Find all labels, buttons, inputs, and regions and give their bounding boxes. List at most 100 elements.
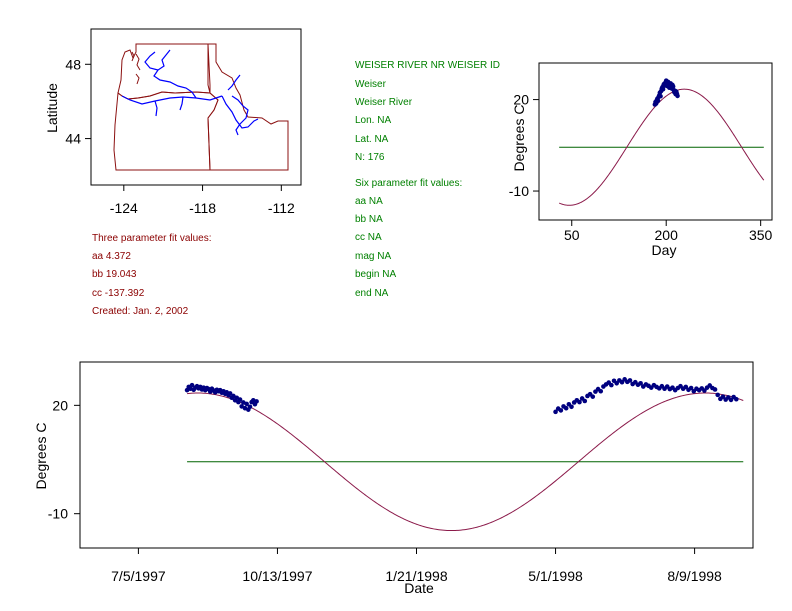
puget-sound-2	[131, 51, 135, 62]
seasonal-y-tick-label: 20	[513, 92, 529, 108]
puget-sound-3	[135, 73, 140, 85]
seasonal-x-tick-label: 50	[564, 227, 580, 243]
idaho-outline	[207, 43, 289, 171]
six-param-bb: bb NA	[355, 214, 383, 225]
snake-river-tributary	[231, 95, 249, 136]
timeseries-x-axis-label: Date	[404, 580, 434, 596]
puget-sound-islands	[131, 51, 141, 85]
seasonal-y-axis: 20 -10	[509, 92, 539, 199]
timeseries-plot-marks	[184, 377, 744, 532]
map-x-tick-label: -124	[110, 200, 138, 216]
map-y-tick-label: 48	[65, 56, 81, 72]
timeseries-observed-point	[614, 381, 619, 386]
seasonal-x-axis-label: Day	[652, 242, 677, 258]
timeseries-observed-point	[720, 394, 726, 399]
timeseries-observed-point	[577, 399, 582, 405]
timeseries-observed-point	[712, 387, 718, 392]
six-param-mag: mag NA	[355, 251, 391, 262]
timeseries-observed-point	[553, 409, 558, 415]
map-y-axis-label: Latitude	[44, 83, 60, 133]
seasonal-observed-point	[670, 84, 676, 89]
station-lon: Lon. NA	[355, 115, 391, 126]
seasonal-fit-curve	[558, 88, 765, 206]
timeseries-observed-point	[619, 379, 625, 385]
timeseries-observed-point	[254, 399, 259, 404]
timeseries-observed-point	[734, 396, 739, 402]
timeseries-observed-point	[715, 392, 721, 398]
timeseries-observed-point	[609, 382, 614, 388]
seasonal-x-tick-label: 350	[749, 227, 773, 243]
station-n: N: 176	[355, 152, 385, 163]
timeseries-y-tick-label: 20	[52, 397, 68, 413]
columbia-river	[121, 95, 223, 105]
station-info: WEISER RIVER NR WEISER ID Weiser Weiser …	[355, 60, 500, 299]
timeseries-x-tick-label: 5/1/1998	[528, 568, 583, 584]
three-param-aa: aa 4.372	[92, 251, 131, 262]
timeseries-observed-point	[244, 401, 249, 407]
timeseries-observed-point	[237, 397, 243, 402]
snake-river	[221, 95, 259, 129]
six-param-aa: aa NA	[355, 196, 383, 207]
three-param-cc: cc -137.392	[92, 288, 145, 299]
timeseries-y-axis: 20 -10	[48, 397, 80, 522]
six-param-heading: Six parameter fit values:	[355, 178, 462, 189]
timeseries-observed-point	[627, 378, 633, 383]
weiser-river	[227, 74, 241, 91]
columbia-upper-branch	[144, 51, 159, 71]
timeseries-observed-point	[189, 382, 195, 388]
station-lat: Lat. NA	[355, 134, 389, 145]
seasonal-y-tick-label: -10	[509, 183, 529, 199]
seasonal-y-axis-label: Degrees C	[511, 105, 527, 172]
timeseries-plot: 7/5/1997 10/13/1997 1/21/1998 5/1/1998 8/9/1…	[33, 361, 754, 596]
timeseries-observed-point	[598, 388, 604, 394]
timeseries-observed-point	[688, 385, 694, 391]
three-param-heading: Three parameter fit values:	[92, 233, 212, 244]
rivers	[121, 49, 259, 136]
seasonal-plot-frame	[538, 62, 773, 221]
six-param-begin: begin NA	[355, 269, 396, 280]
timeseries-observed-point	[558, 408, 564, 413]
three-param-info: Three parameter fit values: aa 4.372 bb …	[92, 233, 212, 317]
map-y-tick-label: 44	[65, 131, 81, 147]
timeseries-observed-point	[563, 405, 569, 411]
timeseries-observed-point	[683, 384, 689, 390]
map-x-tick-label: -112	[268, 200, 295, 216]
created-date: Created: Jan. 2, 2002	[92, 306, 189, 317]
station-place: Weiser	[355, 79, 387, 90]
timeseries-observed-point	[569, 404, 574, 410]
timeseries-x-axis: 7/5/1997 10/13/1997 1/21/1998 5/1/1998 8/9/1…	[111, 548, 722, 584]
timeseries-x-tick-label: 1/21/1998	[385, 568, 447, 584]
map-x-axis: -124 -118 -112	[110, 185, 295, 216]
six-param-cc: cc NA	[355, 232, 382, 243]
seasonal-observed-point	[658, 93, 663, 99]
timeseries-y-tick-label: -10	[48, 506, 68, 522]
timeseries-observed-point	[702, 388, 707, 393]
willamette-river	[154, 100, 158, 117]
timeseries-fit-curve	[187, 392, 744, 532]
seasonal-observed-point	[675, 93, 680, 99]
timeseries-y-axis-label: Degrees C	[33, 423, 49, 490]
seasonal-plot-marks	[558, 78, 765, 206]
timeseries-observed-point	[227, 391, 233, 396]
timeseries-observed-point	[590, 394, 596, 399]
seasonal-x-axis: 50 200 350	[564, 220, 773, 243]
timeseries-x-tick-label: 7/5/1997	[111, 568, 166, 584]
station-name: WEISER RIVER NR WEISER ID	[355, 60, 500, 71]
seasonal-x-tick-label: 200	[655, 227, 679, 243]
seasonal-observed-point	[655, 98, 661, 104]
timeseries-observed-point	[247, 404, 253, 410]
timeseries-observed-point	[582, 398, 588, 404]
three-param-bb: bb 19.043	[92, 269, 137, 280]
puget-sound-1	[135, 53, 141, 71]
map-x-tick-label: -118	[189, 200, 216, 216]
seasonal-plot: 50 200 350 20 -10 Day Degrees C	[509, 62, 773, 258]
location-map: -124 -118 -112 48 44 Latitude	[44, 28, 302, 216]
timeseries-plot-frame	[79, 361, 754, 549]
timeseries-observed-point	[638, 381, 643, 386]
columbia-upper	[153, 49, 197, 99]
six-param-end: end NA	[355, 288, 389, 299]
timeseries-x-tick-label: 8/9/1998	[667, 568, 722, 584]
seasonal-observed-point	[660, 86, 666, 92]
map-frame	[90, 28, 302, 186]
